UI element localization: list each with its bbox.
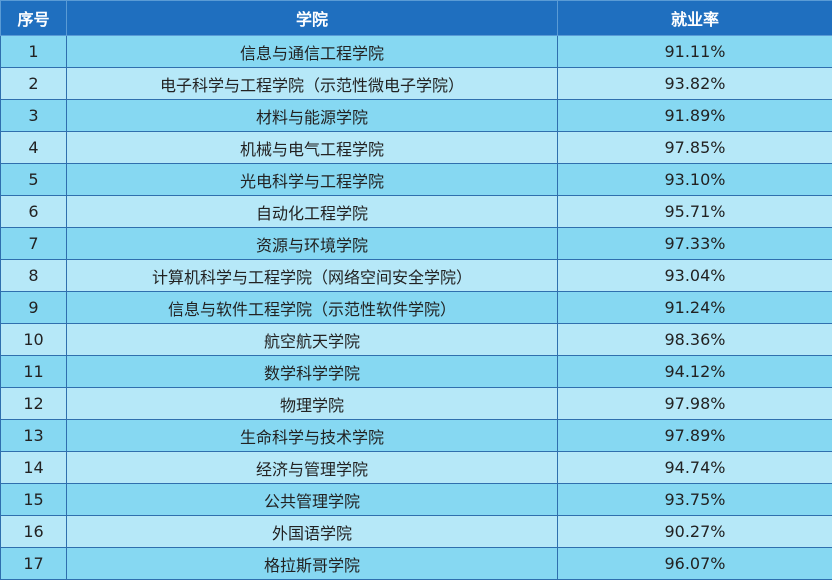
row-rate: 97.89% <box>558 420 832 452</box>
header-index: 序号 <box>1 1 67 36</box>
row-college: 数学科学学院 <box>67 356 558 388</box>
row-college: 生命科学与技术学院 <box>67 420 558 452</box>
row-index: 17 <box>1 548 67 580</box>
row-college: 光电科学与工程学院 <box>67 164 558 196</box>
row-index: 11 <box>1 356 67 388</box>
row-index: 7 <box>1 228 67 260</box>
row-rate: 97.98% <box>558 388 832 420</box>
row-college: 机械与电气工程学院 <box>67 132 558 164</box>
row-rate: 90.27% <box>558 516 832 548</box>
row-rate: 91.11% <box>558 36 832 68</box>
row-index: 8 <box>1 260 67 292</box>
row-college: 电子科学与工程学院（示范性微电子学院） <box>67 68 558 100</box>
row-rate: 93.75% <box>558 484 832 516</box>
row-college: 格拉斯哥学院 <box>67 548 558 580</box>
row-rate: 95.71% <box>558 196 832 228</box>
row-index: 12 <box>1 388 67 420</box>
row-index: 4 <box>1 132 67 164</box>
row-rate: 98.36% <box>558 324 832 356</box>
row-rate: 97.85% <box>558 132 832 164</box>
row-index: 15 <box>1 484 67 516</box>
header-college: 学院 <box>67 1 558 36</box>
row-index: 14 <box>1 452 67 484</box>
row-rate: 97.33% <box>558 228 832 260</box>
row-rate: 93.04% <box>558 260 832 292</box>
row-rate: 91.24% <box>558 292 832 324</box>
row-college: 自动化工程学院 <box>67 196 558 228</box>
row-college: 经济与管理学院 <box>67 452 558 484</box>
row-index: 9 <box>1 292 67 324</box>
row-index: 3 <box>1 100 67 132</box>
row-college: 计算机科学与工程学院（网络空间安全学院） <box>67 260 558 292</box>
row-index: 6 <box>1 196 67 228</box>
row-rate: 96.07% <box>558 548 832 580</box>
row-college: 信息与软件工程学院（示范性软件学院） <box>67 292 558 324</box>
row-index: 5 <box>1 164 67 196</box>
header-row: 序号 学院 就业率 <box>1 1 832 36</box>
row-rate: 94.12% <box>558 356 832 388</box>
row-rate: 91.89% <box>558 100 832 132</box>
row-index: 1 <box>1 36 67 68</box>
row-rate: 93.10% <box>558 164 832 196</box>
row-index: 10 <box>1 324 67 356</box>
row-college: 公共管理学院 <box>67 484 558 516</box>
row-index: 2 <box>1 68 67 100</box>
header-rate: 就业率 <box>558 1 832 36</box>
row-college: 信息与通信工程学院 <box>67 36 558 68</box>
row-college: 外国语学院 <box>67 516 558 548</box>
row-college: 材料与能源学院 <box>67 100 558 132</box>
row-index: 16 <box>1 516 67 548</box>
row-rate: 93.82% <box>558 68 832 100</box>
row-college: 物理学院 <box>67 388 558 420</box>
row-index: 13 <box>1 420 67 452</box>
row-college: 航空航天学院 <box>67 324 558 356</box>
row-college: 资源与环境学院 <box>67 228 558 260</box>
row-rate: 94.74% <box>558 452 832 484</box>
